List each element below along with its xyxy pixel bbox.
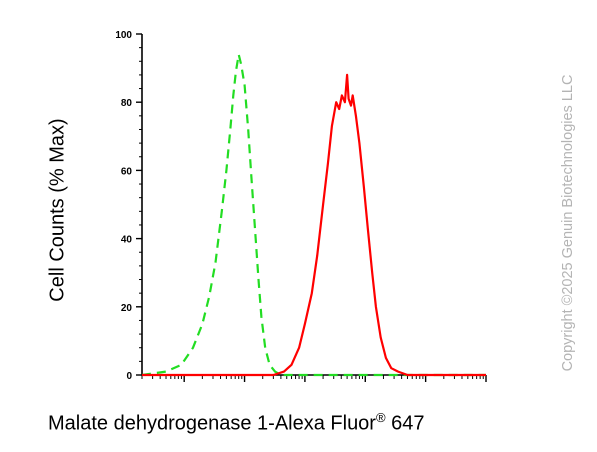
axes: 0 20 40 60 80 100: [115, 30, 487, 382]
watermark-wrap: Copyright ©2025 Genuin Biotechnologies L…: [548, 40, 588, 405]
antibody-stained-curve: [142, 73, 486, 377]
x-axis-label: Malate dehydrogenase 1-Alexa Fluor® 647: [48, 410, 425, 436]
y-tick-label: 40: [121, 235, 133, 246]
copyright-watermark: Copyright ©2025 Genuin Biotechnologies L…: [560, 74, 576, 371]
isotype-control-curve: [141, 53, 486, 377]
y-tick-label: 20: [121, 303, 133, 314]
y-tick-label: 100: [115, 30, 132, 41]
y-tick-label: 60: [121, 166, 133, 177]
x-axis-label-main: Malate dehydrogenase 1-Alexa Fluor: [48, 412, 376, 435]
x-axis-label-sup: ®: [375, 410, 386, 425]
y-tick-label: 0: [126, 371, 132, 382]
y-axis-label: Cell Counts (% Max): [46, 118, 69, 302]
y-tick-label: 80: [121, 98, 133, 109]
y-axis-label-wrap: Cell Counts (% Max): [36, 40, 80, 380]
x-axis-label-tail: 647: [385, 412, 425, 435]
series-lines: [141, 53, 486, 377]
